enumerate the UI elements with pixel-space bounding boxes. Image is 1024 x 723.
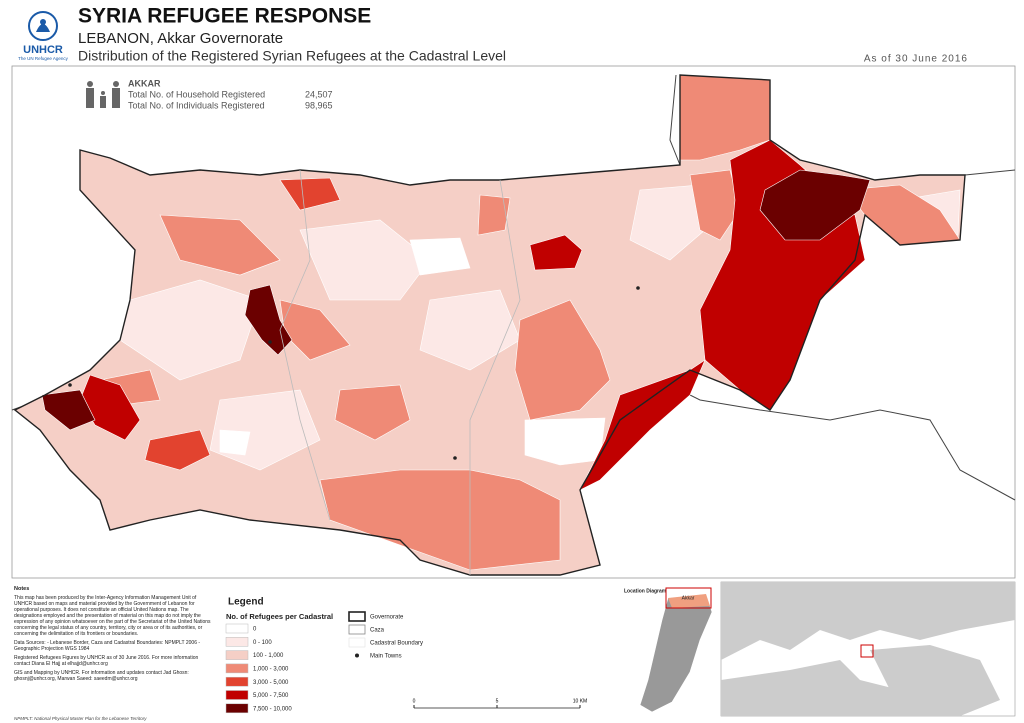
legend-label: Main Towns — [370, 654, 402, 660]
legend-label: 5,000 - 7,500 — [253, 693, 289, 699]
notes-paragraph: Registered Refugees Figures by UNHCR as … — [14, 655, 199, 667]
legend-label: 0 - 100 — [253, 640, 272, 646]
cadastral-area — [279, 177, 341, 211]
subtitle: LEBANON, Akkar Governorate — [78, 30, 283, 47]
location-title: Location Diagram — [624, 588, 667, 594]
legend-label: 1,000 - 3,000 — [253, 666, 289, 672]
notes-paragraph: GIS and Mapping by UNHCR. For informatio… — [14, 670, 189, 682]
logo-text: UNHCR — [23, 44, 63, 56]
governorate-outline — [13, 74, 966, 576]
legend-swatch — [225, 703, 249, 714]
cadastral-area — [219, 429, 251, 456]
cadastral-area — [477, 194, 511, 236]
legend-swatch — [225, 637, 249, 647]
legend-label: Cadastral Boundary — [370, 641, 423, 647]
cadastral-area — [524, 417, 606, 466]
cadastral-area — [144, 429, 211, 471]
notes-paragraph: Data Sources: - Lebanese Border, Caza an… — [14, 640, 201, 652]
legend-label: Caza — [370, 628, 385, 634]
summary-value: 24,507 — [305, 89, 333, 99]
legend-subtitle: No. of Refugees per Cadastral — [226, 612, 333, 621]
location-diagram — [639, 587, 713, 713]
map — [11, 74, 1016, 576]
legend-symbol — [348, 637, 366, 648]
main-town — [453, 456, 457, 460]
cadastral-area — [419, 289, 521, 371]
legend-label: 100 - 1,000 — [253, 653, 284, 659]
cadastral-area — [629, 184, 706, 261]
legend-swatch — [225, 690, 249, 700]
family-icon — [86, 81, 120, 108]
title: SYRIA REFUGEE RESPONSE — [78, 5, 371, 28]
unhcr-logo — [28, 11, 58, 41]
legend-label: 3,000 - 5,000 — [253, 680, 289, 686]
border-north — [669, 74, 1016, 176]
summary-heading: AKKAR — [128, 78, 161, 88]
footer: NPMPLT: National Physical Master Plan fo… — [14, 716, 147, 721]
description: Distribution of the Registered Syrian Re… — [78, 48, 506, 64]
legend-symbol — [348, 611, 366, 622]
legend-swatch — [225, 623, 249, 634]
legend-label: 0 — [253, 627, 257, 633]
legend-symbol — [355, 653, 359, 658]
cadastral-area — [334, 384, 411, 441]
scale-label: 10 KM — [573, 698, 587, 704]
scale-label: 5 — [496, 698, 499, 704]
notes: Notes This map has been produced by the … — [14, 586, 214, 685]
legend-symbol — [348, 624, 366, 635]
scale-label: 0 — [413, 698, 416, 704]
cadastral-area — [299, 219, 431, 301]
scale-bar — [413, 705, 581, 709]
cadastral-area — [319, 469, 561, 571]
main-town — [68, 383, 72, 387]
legend-label: 7,500 - 10,000 — [253, 706, 292, 712]
legend-swatch — [225, 676, 249, 687]
world-inset — [720, 581, 1016, 717]
notes-heading: Notes — [14, 586, 30, 592]
cadastral-area — [689, 169, 741, 241]
cadastral-area — [514, 299, 611, 421]
legend-swatch — [225, 650, 249, 660]
cadastral-area — [159, 214, 281, 276]
date: As of 30 June 2016 — [864, 54, 968, 65]
cadastral-area — [41, 389, 96, 431]
caza-boundary — [279, 169, 521, 575]
main-town — [636, 286, 640, 290]
summary-label: Total No. of Individuals Registered — [128, 100, 265, 110]
main-town — [268, 340, 272, 344]
summary-value: 98,965 — [305, 100, 333, 110]
legend-swatch — [225, 663, 249, 674]
logo-tagline: The UN Refugee Agency — [18, 56, 69, 61]
location-label: Akkar — [682, 595, 695, 601]
cadastral-area — [529, 234, 583, 271]
summary-label: Total No. of Household Registered — [128, 89, 265, 99]
notes-paragraph: This map has been produced by the Inter-… — [14, 595, 211, 637]
cadastral-area — [759, 169, 871, 241]
legend-label: Governorate — [370, 615, 404, 621]
cadastral-area — [579, 359, 706, 491]
legend-title: Legend — [228, 597, 264, 608]
cadastral-area — [409, 237, 471, 276]
cadastral-area — [244, 284, 293, 356]
legend: 0 0 - 100 100 - 1,000 1,000 - 3,000 3,000 - … — [225, 611, 423, 714]
